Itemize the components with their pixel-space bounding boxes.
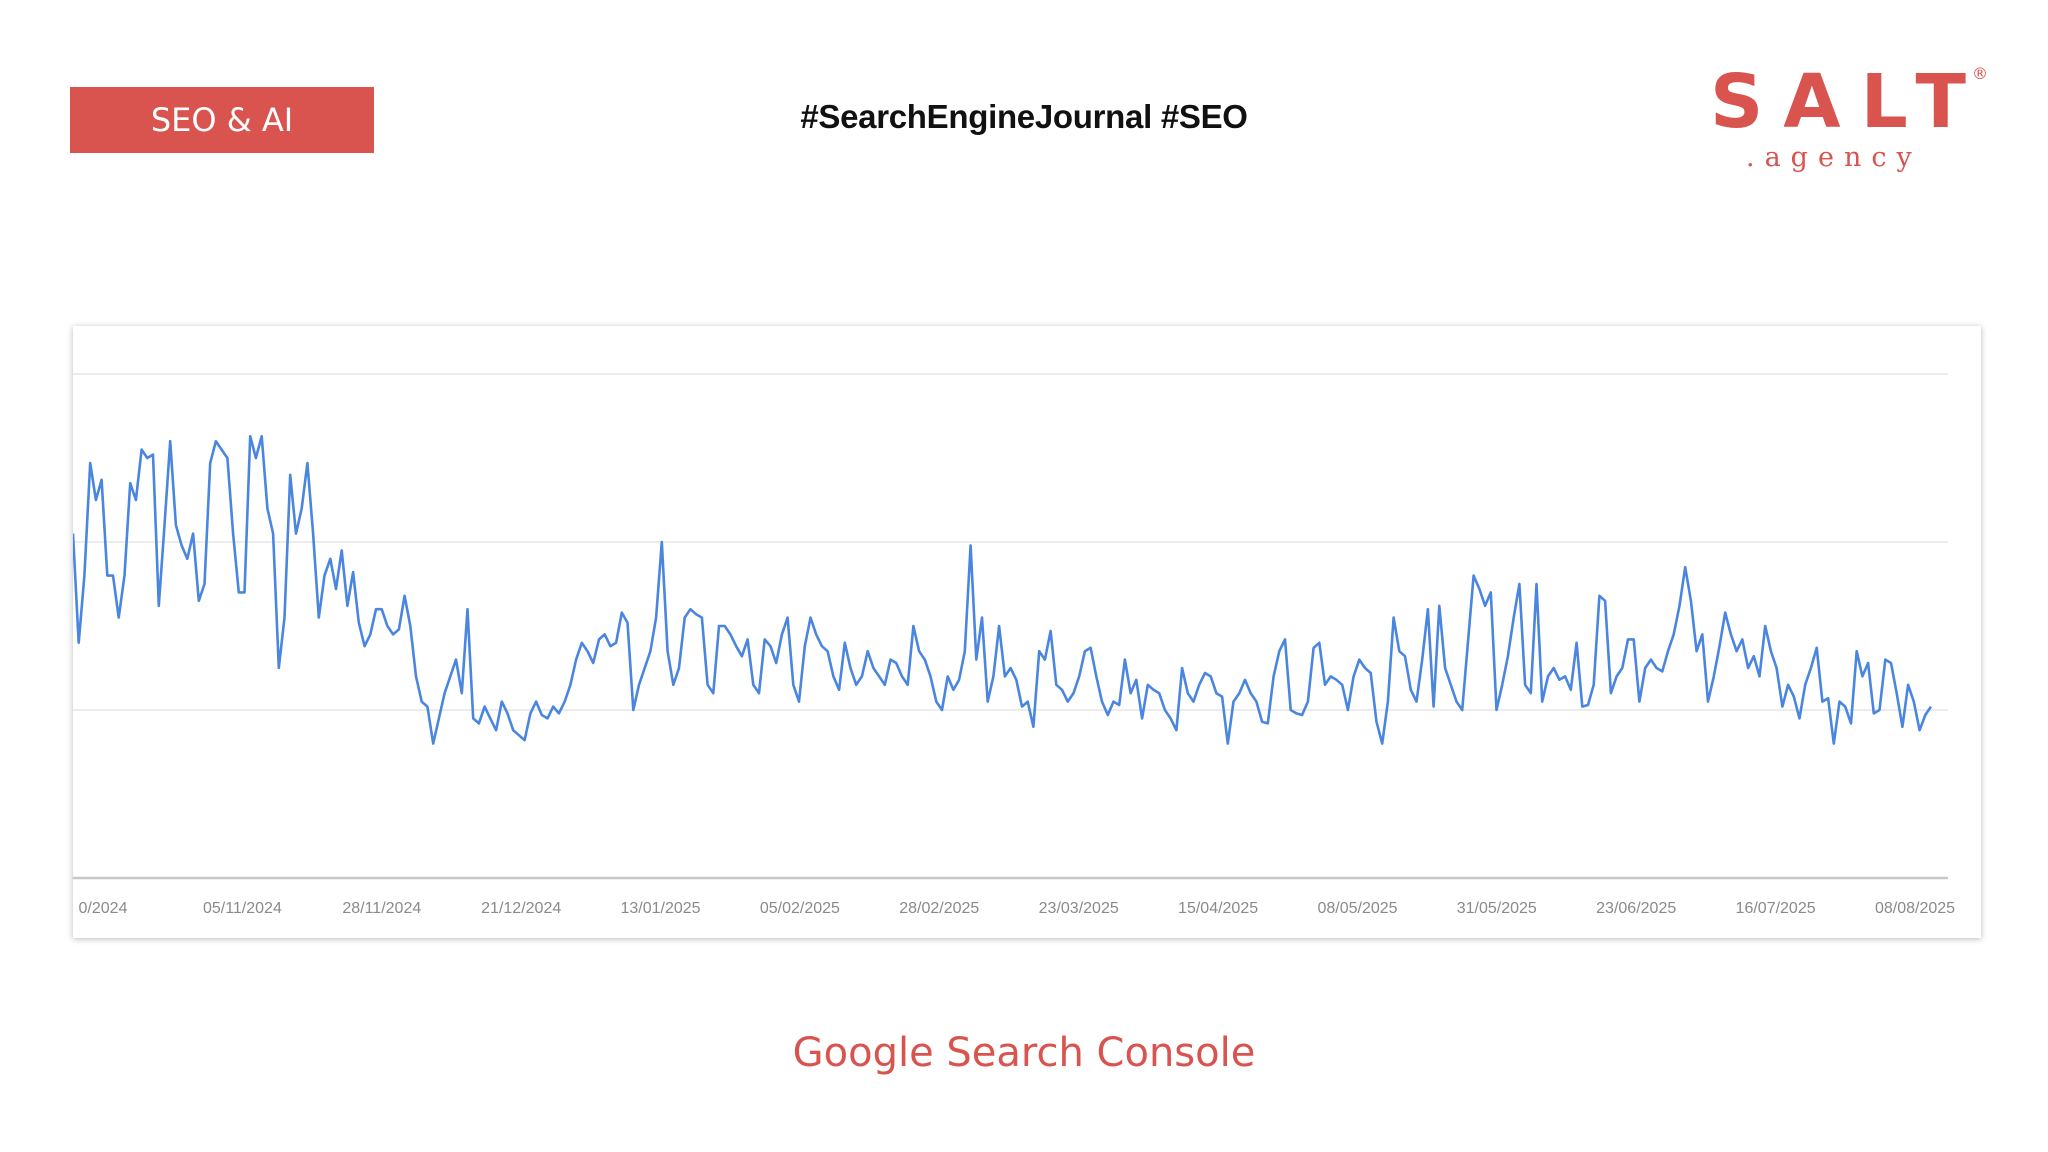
- registered-mark: ®: [1972, 64, 1988, 83]
- x-tick-label: 16/07/2025: [1736, 900, 1816, 917]
- x-tick-label: 31/05/2025: [1457, 900, 1537, 917]
- x-tick-labels: 0/2024 05/11/2024 28/11/2024 21/12/2024 13/0…: [79, 900, 1956, 917]
- chart-card: 0/2024 05/11/2024 28/11/2024 21/12/2024 13/0…: [73, 326, 1981, 938]
- source-caption: Google Search Console: [792, 1030, 1256, 1076]
- x-tick-label: 23/06/2025: [1596, 900, 1676, 917]
- logo-subtitle: .agency: [1746, 142, 1922, 173]
- line-layer: [73, 434, 1933, 745]
- grid-layer: [73, 373, 1948, 880]
- line-chart: 0/2024 05/11/2024 28/11/2024 21/12/2024 13/0…: [73, 373, 1956, 917]
- x-tick-label: 0/2024: [79, 900, 128, 917]
- x-tick-label: 08/05/2025: [1317, 900, 1397, 917]
- x-tick-label: 08/08/2025: [1875, 900, 1955, 917]
- x-tick-label: 28/11/2024: [342, 900, 421, 917]
- logo-wordmark: SALT: [1710, 59, 1986, 145]
- salt-agency-logo: SALT ® .agency: [1710, 62, 2010, 182]
- x-tick-label: 23/03/2025: [1039, 900, 1119, 917]
- x-tick-label: 05/02/2025: [760, 900, 840, 917]
- x-tick-label: 05/11/2024: [203, 900, 282, 917]
- hashtags-heading: #SearchEngineJournal #SEO: [800, 98, 1248, 135]
- x-tick-label: 21/12/2024: [481, 900, 561, 917]
- x-tick-label: 13/01/2025: [620, 900, 700, 917]
- x-tick-label: 28/02/2025: [899, 900, 979, 917]
- x-tick-label: 15/04/2025: [1178, 900, 1258, 917]
- section-tag: SEO & AI: [70, 87, 374, 153]
- series-line: [73, 434, 1933, 745]
